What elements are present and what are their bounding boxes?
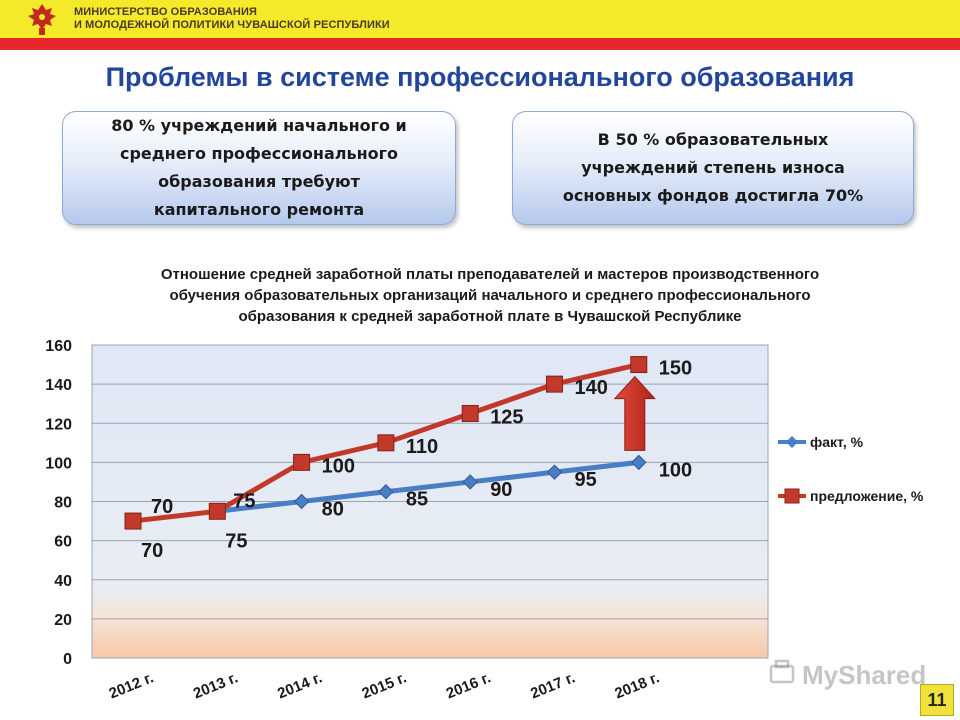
- y-tick-label: 140: [45, 377, 72, 394]
- proposal-point: [546, 375, 563, 393]
- chart-title-line: Отношение средней заработной платы препо…: [160, 266, 820, 283]
- series-line-fact: [217, 459, 640, 514]
- proposal-data-label: 110: [406, 436, 438, 458]
- x-tick-label: 2013 г.: [191, 669, 240, 702]
- x-tick-label: 2017 г.: [528, 669, 577, 702]
- proposal-point: [208, 502, 226, 520]
- x-tick-label: 2014 г.: [275, 669, 324, 702]
- box-line: учреждений степень износа: [581, 158, 845, 177]
- chuvash-emblem-icon: [28, 4, 56, 35]
- fact-point: [462, 474, 478, 490]
- watermark: MyShared: [770, 660, 926, 691]
- ministry-name: МИНИСТЕРСТВО ОБРАЗОВАНИЯ И МОЛОДЕЖНОЙ ПО…: [74, 6, 390, 32]
- x-tick-label: 2015 г.: [359, 669, 408, 702]
- fact-point: [546, 464, 563, 480]
- salary-ratio-chart: 0 20 40 60 80 100 120 140 160 2012 г. 2013 г. 2014 …: [45, 338, 924, 702]
- proposal-point: [630, 356, 648, 374]
- y-tick-label: 60: [54, 534, 72, 551]
- proposal-point: [461, 404, 479, 422]
- box-line: В 50 % образовательных: [597, 130, 829, 149]
- fact-point: [631, 454, 647, 471]
- fact-point: [293, 493, 310, 510]
- fact-data-label: 85: [406, 489, 428, 511]
- y-tick-label: 20: [54, 612, 72, 629]
- box-line: 80 % учреждений начального и: [111, 116, 407, 135]
- y-tick-label: 160: [45, 338, 72, 355]
- box-line: образования требуют: [158, 172, 360, 191]
- x-tick-label: 2016 г.: [444, 669, 493, 702]
- proposal-data-label: 125: [490, 406, 523, 428]
- legend-label: предложение, %: [810, 488, 924, 504]
- legend-label: факт, %: [810, 434, 864, 450]
- fact-data-label: 90: [490, 479, 512, 501]
- y-tick-label: 40: [54, 573, 72, 590]
- chart-title: Отношение средней заработной платы препо…: [60, 264, 920, 327]
- legend-marker: [786, 436, 798, 448]
- chart-title-line: образования к средней заработной плате в…: [238, 308, 742, 325]
- fact-data-label: 70: [141, 540, 163, 562]
- y-tick-label: 0: [63, 651, 72, 668]
- fact-data-label: 75: [225, 530, 247, 552]
- y-tick-label: 120: [45, 416, 72, 433]
- proposal-point: [377, 434, 395, 452]
- proposal-point: [124, 512, 142, 530]
- box-line: основных фондов достигла 70%: [562, 186, 864, 205]
- x-tick-label: 2018 г.: [612, 669, 661, 702]
- y-tick-label: 80: [54, 495, 72, 512]
- legend-marker: [784, 488, 800, 504]
- proposal-data-label: 140: [575, 377, 608, 399]
- ministry-line-2: И МОЛОДЕЖНОЙ ПОЛИТИКИ ЧУВАШСКОЙ РЕСПУБЛИ…: [74, 19, 390, 31]
- box-line: среднего профессионального: [119, 144, 398, 163]
- proposal-data-label: 75: [233, 490, 255, 512]
- fact-data-label: 80: [322, 499, 344, 521]
- page-title: Проблемы в системе профессионального обр…: [105, 62, 855, 92]
- header-stripe: [0, 38, 960, 50]
- fact-data-label: 100: [659, 459, 692, 481]
- watermark-icon: [769, 659, 795, 684]
- proposal-data-label: 70: [151, 496, 173, 518]
- watermark-text: MyShared: [802, 660, 927, 690]
- proposal-point: [293, 453, 311, 471]
- chart-title-line: обучения образовательных организаций нач…: [169, 287, 811, 304]
- ministry-line-1: МИНИСТЕРСТВО ОБРАЗОВАНИЯ: [74, 6, 257, 18]
- box-line: капитального ремонта: [153, 200, 365, 219]
- fact-point: [378, 484, 394, 500]
- info-box-wear: В 50 % образовательных учреждений степен…: [512, 111, 914, 225]
- proposal-data-label: 150: [659, 358, 692, 380]
- y-tick-label: 100: [45, 455, 72, 472]
- x-tick-label: 2012 г.: [107, 669, 156, 702]
- page-number: 11: [920, 684, 954, 716]
- header-bar: [0, 0, 960, 38]
- increase-arrow: [613, 375, 656, 451]
- fact-data-label: 95: [575, 469, 597, 491]
- proposal-data-label: 100: [322, 455, 355, 477]
- info-box-repair: 80 % учреждений начального и среднего пр…: [62, 111, 456, 225]
